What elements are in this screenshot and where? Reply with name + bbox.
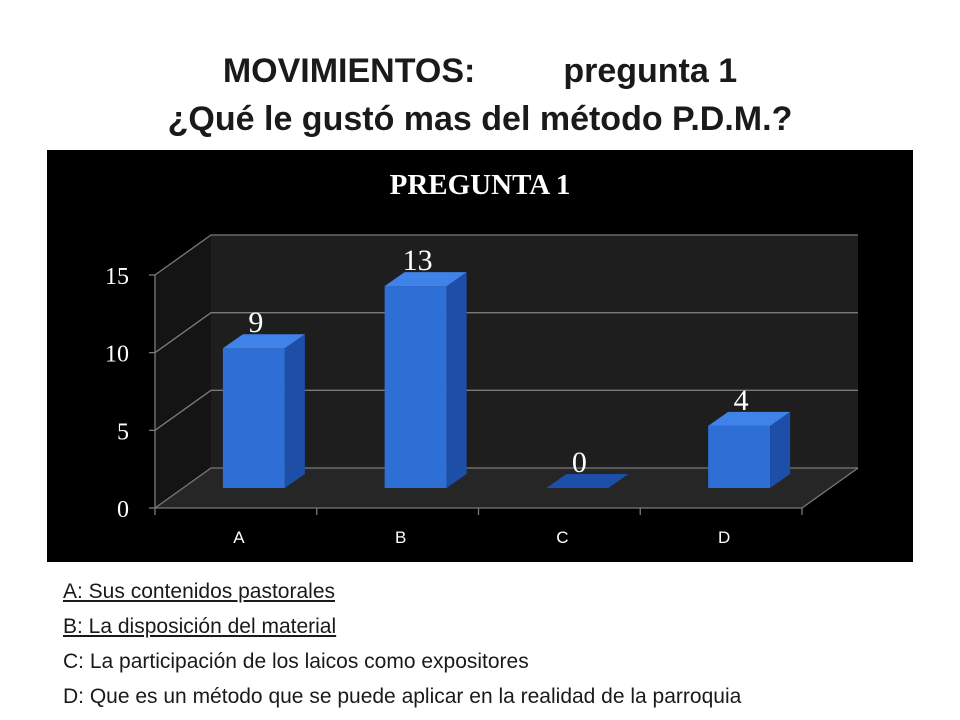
chart-side-wall <box>155 235 211 508</box>
bar-top-c <box>546 474 629 488</box>
data-label-b: 13 <box>403 244 433 277</box>
legend-text-d: D: Que es un método que se puede aplicar… <box>63 685 742 708</box>
gridline-0 <box>154 467 858 509</box>
legend-text-a: A: Sus contenidos pastorales <box>63 580 335 603</box>
category-legend: A: Sus contenidos pastorales B: La dispo… <box>63 574 943 714</box>
legend-item-a: A: Sus contenidos pastorales <box>63 574 943 609</box>
legend-item-c: C: La participación de los laicos como e… <box>63 644 943 679</box>
gridline-10 <box>154 312 858 354</box>
y-tick-label-0: 0 <box>117 497 129 523</box>
x-tick-label-a: A <box>233 528 245 547</box>
chart-floor <box>155 468 858 508</box>
legend-text-c: C: La participación de los laicos como e… <box>63 650 529 673</box>
gridline-15 <box>154 234 858 276</box>
bar-side-a <box>284 334 305 488</box>
data-label-c: 0 <box>572 446 587 479</box>
bar-side-d <box>770 411 791 488</box>
chart-back-wall <box>211 235 858 468</box>
slide-title-line1: MOVIMIENTOS: pregunta 1 <box>0 52 960 91</box>
y-tick-label-5: 5 <box>117 419 129 445</box>
title-right: pregunta 1 <box>563 52 738 90</box>
legend-text-b: B: La disposición del material <box>63 615 337 638</box>
data-label-d: 4 <box>734 384 749 417</box>
legend-item-b: B: La disposición del material <box>63 609 943 644</box>
bar-chart: 0 5 10 15 PREGUNTA 1 9 A 13 B 0 C 4 D <box>105 169 859 547</box>
title-left: MOVIMIENTOS: <box>222 52 476 90</box>
x-tick-label-d: D <box>718 528 730 547</box>
y-tick-label-10: 10 <box>105 342 129 368</box>
floor-right-edge <box>801 467 859 509</box>
gridline-5 <box>154 389 858 431</box>
chart-panel: 0 5 10 15 PREGUNTA 1 9 A 13 B 0 C 4 D <box>47 150 913 562</box>
y-tick-label-15: 15 <box>105 264 129 290</box>
x-tick-label-c: C <box>556 528 568 547</box>
bar-side-b <box>446 272 467 488</box>
bar-a <box>222 348 285 488</box>
legend-item-d: D: Que es un método que se puede aplicar… <box>63 679 943 714</box>
bar-top-b <box>384 272 467 287</box>
bar-d <box>708 425 771 488</box>
chart-title: PREGUNTA 1 <box>390 169 571 201</box>
x-tick-label-b: B <box>395 528 406 547</box>
data-label-a: 9 <box>248 306 263 339</box>
bar-top-d <box>708 411 791 426</box>
slide-title-line2: ¿Qué le gustó mas del método P.D.M.? <box>167 100 793 138</box>
bar-b <box>384 286 447 488</box>
bar-top-a <box>222 334 305 349</box>
